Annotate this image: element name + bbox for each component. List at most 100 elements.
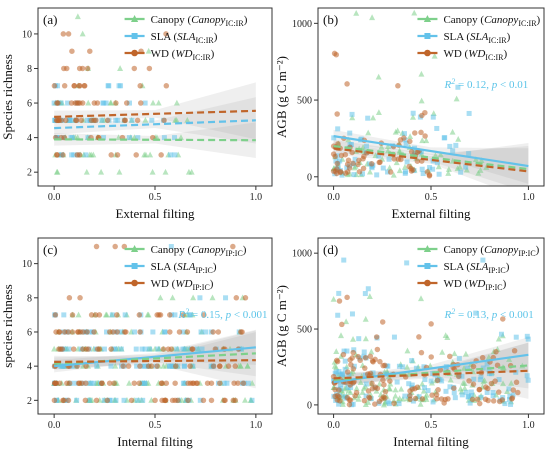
legend-label: SLA (SLAIP:IC) [151, 261, 217, 275]
data-point [434, 377, 441, 384]
data-point [112, 243, 118, 250]
data-point [406, 163, 412, 170]
data-point [484, 389, 490, 395]
data-point [442, 332, 449, 339]
data-point [73, 380, 79, 386]
panel-label: (b) [323, 12, 338, 27]
data-point [400, 364, 406, 370]
data-point [422, 109, 428, 116]
data-point [508, 379, 515, 386]
data-point [162, 397, 169, 404]
data-point [439, 348, 446, 355]
legend-label: Canopy (CanopyIC:IR) [151, 14, 248, 28]
legend-marker [130, 245, 139, 252]
data-point [362, 365, 368, 371]
data-point [457, 385, 464, 392]
data-point [92, 312, 99, 318]
data-point [466, 110, 472, 116]
data-point [58, 100, 64, 106]
trend-line-wd [54, 359, 256, 363]
legend-marker [130, 15, 139, 22]
data-point [375, 109, 382, 115]
legend-var: WD [468, 48, 485, 60]
data-point [414, 158, 421, 164]
data-point [480, 365, 486, 371]
data-point [417, 400, 424, 407]
data-point [513, 379, 520, 386]
data-point [122, 117, 129, 124]
data-point [515, 389, 521, 396]
data-point [482, 396, 489, 403]
y-axis-label: species richness [0, 284, 15, 367]
data-point [469, 396, 476, 403]
data-point [150, 99, 157, 106]
legend-label: WD (WDIP:IC) [151, 278, 214, 292]
data-point [118, 346, 124, 352]
legend-text: Canopy ( [151, 244, 192, 256]
data-point [495, 335, 502, 342]
data-point [478, 157, 485, 164]
legend-sub: IC:IR [225, 19, 244, 28]
panel-b: 0.0 0.5 1.0 0 500 1000 External filting AGB (g … [274, 7, 545, 221]
data-point [158, 380, 165, 386]
legend-marker [424, 33, 431, 39]
data-point [249, 397, 255, 403]
data-point [435, 163, 442, 170]
data-point [380, 377, 386, 383]
data-point [397, 137, 404, 143]
data-point [483, 384, 489, 390]
data-point [346, 401, 353, 408]
legend-sub: IC:IR [485, 53, 504, 62]
data-point [85, 346, 92, 352]
legend-var: SLA [177, 31, 196, 43]
data-point [167, 363, 173, 369]
series-wd [51, 31, 170, 158]
data-point [169, 294, 176, 301]
data-point [184, 329, 191, 335]
data-point [108, 346, 114, 352]
data-point [404, 159, 410, 165]
data-point [334, 397, 341, 403]
data-point [419, 396, 426, 402]
stat-text: = 0.15, [189, 309, 225, 321]
legend-marker [131, 49, 138, 57]
y-tick-label: 8 [27, 293, 32, 304]
data-point [430, 110, 437, 116]
data-point [242, 397, 249, 403]
data-point [126, 100, 132, 106]
data-point [113, 100, 119, 106]
data-point [66, 346, 72, 352]
data-point [430, 399, 436, 405]
data-point [466, 151, 472, 157]
data-point [135, 135, 141, 141]
data-point [361, 153, 367, 160]
data-point [510, 387, 517, 393]
data-point [369, 385, 376, 392]
legend-var: SLA [177, 261, 196, 273]
data-point [502, 401, 508, 407]
data-point [408, 149, 415, 155]
data-point [416, 394, 422, 400]
data-point [428, 321, 434, 327]
data-point [121, 329, 128, 335]
data-point [351, 363, 357, 369]
legend-marker [424, 279, 431, 287]
y-tick-label: 6 [27, 327, 32, 338]
data-point [435, 387, 441, 393]
legend-label: SLA (SLAIP:IC) [443, 261, 509, 275]
data-point [339, 371, 345, 377]
data-point [402, 393, 408, 399]
data-point [422, 133, 428, 139]
data-point [87, 48, 93, 54]
data-point [356, 336, 362, 342]
data-point [221, 397, 227, 404]
data-point [194, 346, 200, 352]
data-point [392, 386, 399, 393]
data-point [470, 381, 477, 387]
data-point [363, 381, 369, 387]
data-point [230, 243, 236, 250]
data-point [500, 316, 506, 322]
data-point [99, 380, 105, 386]
legend-marker [423, 15, 432, 22]
data-point [217, 380, 223, 386]
